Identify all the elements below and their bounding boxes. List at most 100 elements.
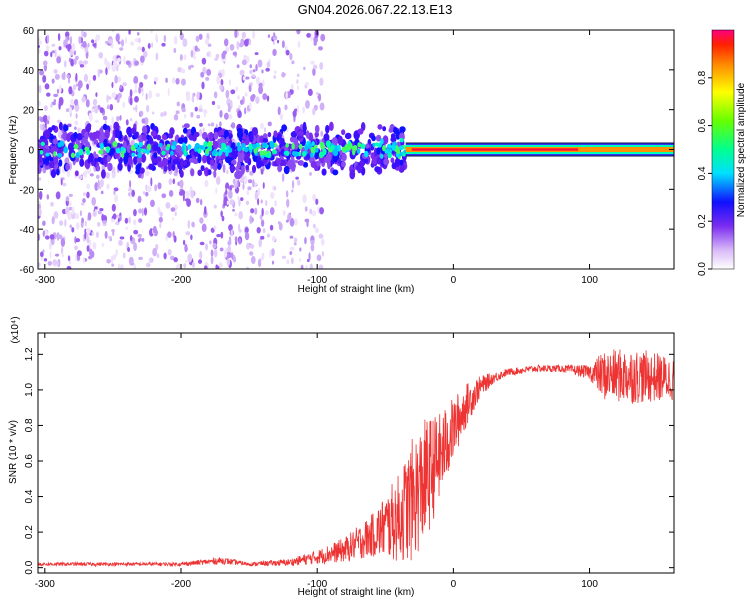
spectrogram-cell	[341, 129, 346, 136]
spectrogram-cell	[272, 149, 278, 155]
spectrogram-cell	[182, 38, 188, 47]
spectrogram-cell	[223, 38, 229, 47]
spectrogram-cell	[219, 84, 223, 91]
spectrogram-cell	[246, 266, 250, 269]
spectrogram-cell	[165, 146, 170, 151]
spectrogram-cell	[185, 259, 188, 263]
spectrogram-cell	[87, 255, 93, 260]
spectrogram-cell	[391, 144, 396, 151]
spectrogram-cell	[165, 77, 168, 83]
spectrogram-cell	[182, 127, 188, 134]
spectrogram-cell	[223, 112, 229, 120]
spectrogram-cell	[99, 178, 104, 188]
spectrogram-cell	[92, 241, 97, 250]
spectrogram-cell	[199, 198, 203, 206]
spectrogram-cell	[261, 69, 264, 74]
spectrogram-cell	[250, 208, 255, 214]
colorbar-gradient	[711, 29, 735, 270]
spectrogram-cell	[61, 72, 66, 80]
spectrogram-cell	[213, 248, 218, 258]
spectrogram-cell	[137, 195, 142, 204]
spectrogram-cell	[139, 55, 145, 63]
spectrogram-cell	[115, 248, 118, 257]
spectrogram-cell	[242, 76, 246, 81]
spectrogram-cell	[69, 224, 72, 229]
spectrogram-cell	[176, 263, 181, 269]
spectrogram-cell	[171, 163, 176, 171]
spectrogram-cell	[254, 207, 258, 215]
spectrogram-cell	[134, 82, 137, 91]
spectrogram-cell	[291, 60, 295, 65]
spectrogram-cell	[257, 59, 263, 68]
spectrogram-cell	[276, 39, 280, 44]
spectrogram-cell	[167, 231, 172, 238]
spectrogram-cell	[97, 210, 102, 215]
spectrogram-cell	[152, 247, 158, 257]
spectrogram-cell	[40, 141, 45, 147]
spectrogram-cell	[179, 169, 184, 178]
spectrogram-cell	[84, 146, 90, 151]
spectrogram-cell	[219, 261, 222, 269]
spectrogram-cell	[399, 137, 403, 143]
spectrogram-cell	[38, 208, 42, 217]
spectrogram-cell	[181, 107, 186, 113]
spectrogram-cell	[232, 256, 237, 263]
spectrogram-cell	[182, 239, 186, 246]
spectrogram-cell	[106, 105, 111, 110]
spectrogram-cell	[129, 89, 133, 98]
spectrogram-cell	[133, 242, 137, 252]
spectrogram-y-ticks: 60 40 20 0 -20 -40 -60	[20, 26, 674, 276]
spectrogram-cell	[387, 151, 392, 159]
spectrogram-cell	[49, 234, 55, 240]
spectrogram-cell	[43, 258, 48, 262]
spectrogram-cell	[271, 260, 275, 265]
spectrogram-cell	[43, 50, 49, 57]
spectrogram-cell	[158, 143, 163, 148]
spectrogram-cell	[42, 60, 48, 66]
spectrogram-cell	[131, 127, 137, 135]
spectrogram-cell	[141, 134, 147, 141]
spectrogram-cell	[244, 92, 248, 97]
spectrogram-cell	[74, 105, 77, 109]
spectrogram-cell	[320, 130, 324, 137]
snr-panel: -300 -200 -100 0 100 0.0 0.2 0.4 0.6 0.8 1.0 1.2 H…	[8, 316, 675, 598]
spectrogram-cell	[218, 130, 222, 138]
spectrogram-cell	[172, 178, 176, 185]
spectrogram-cell	[293, 218, 298, 226]
spectrogram-cell	[303, 66, 306, 71]
spectrogram-cell	[98, 134, 104, 143]
spectrogram-cell	[244, 232, 250, 241]
spectrogram-cell	[147, 43, 151, 49]
spectrogram-cell	[344, 132, 352, 140]
spectrogram-cell	[146, 143, 152, 151]
spectrogram-cell	[111, 81, 114, 89]
spectrogram-cell	[365, 143, 370, 149]
spectrogram-cell	[96, 165, 101, 172]
spectrogram-cell	[160, 112, 164, 117]
spectrogram-cell	[78, 60, 83, 66]
spectrogram-y-axis-label: Frequency (Hz)	[8, 116, 19, 185]
spectrogram-cell	[50, 201, 54, 207]
spectrogram-cell	[237, 95, 241, 100]
spectrogram-cell	[136, 146, 142, 153]
spectrogram-cell	[116, 65, 119, 72]
spectrogram-cell	[315, 198, 319, 205]
spectrogram-cell	[79, 64, 84, 68]
spectrogram-cell	[199, 250, 203, 260]
spectrogram-cell	[378, 142, 382, 148]
snr-x-tick-label: 0	[451, 579, 457, 590]
spectrogram-cell	[77, 86, 81, 91]
spectrogram-cell	[213, 170, 217, 178]
spectrogram-cell	[95, 231, 99, 239]
spectrogram-cell	[252, 30, 256, 40]
spectrogram-cell	[76, 222, 80, 230]
spectrogram-cell	[207, 169, 212, 176]
spectrogram-cell	[131, 189, 136, 198]
spectrogram-cell	[114, 194, 118, 203]
spectrogram-cell	[314, 124, 320, 134]
spectrogram-cell	[146, 104, 150, 113]
spectrogram-cell	[296, 179, 301, 186]
spectrogram-cell	[219, 136, 225, 145]
spectrogram-cell	[228, 114, 233, 120]
spectrogram-cell	[145, 262, 151, 268]
